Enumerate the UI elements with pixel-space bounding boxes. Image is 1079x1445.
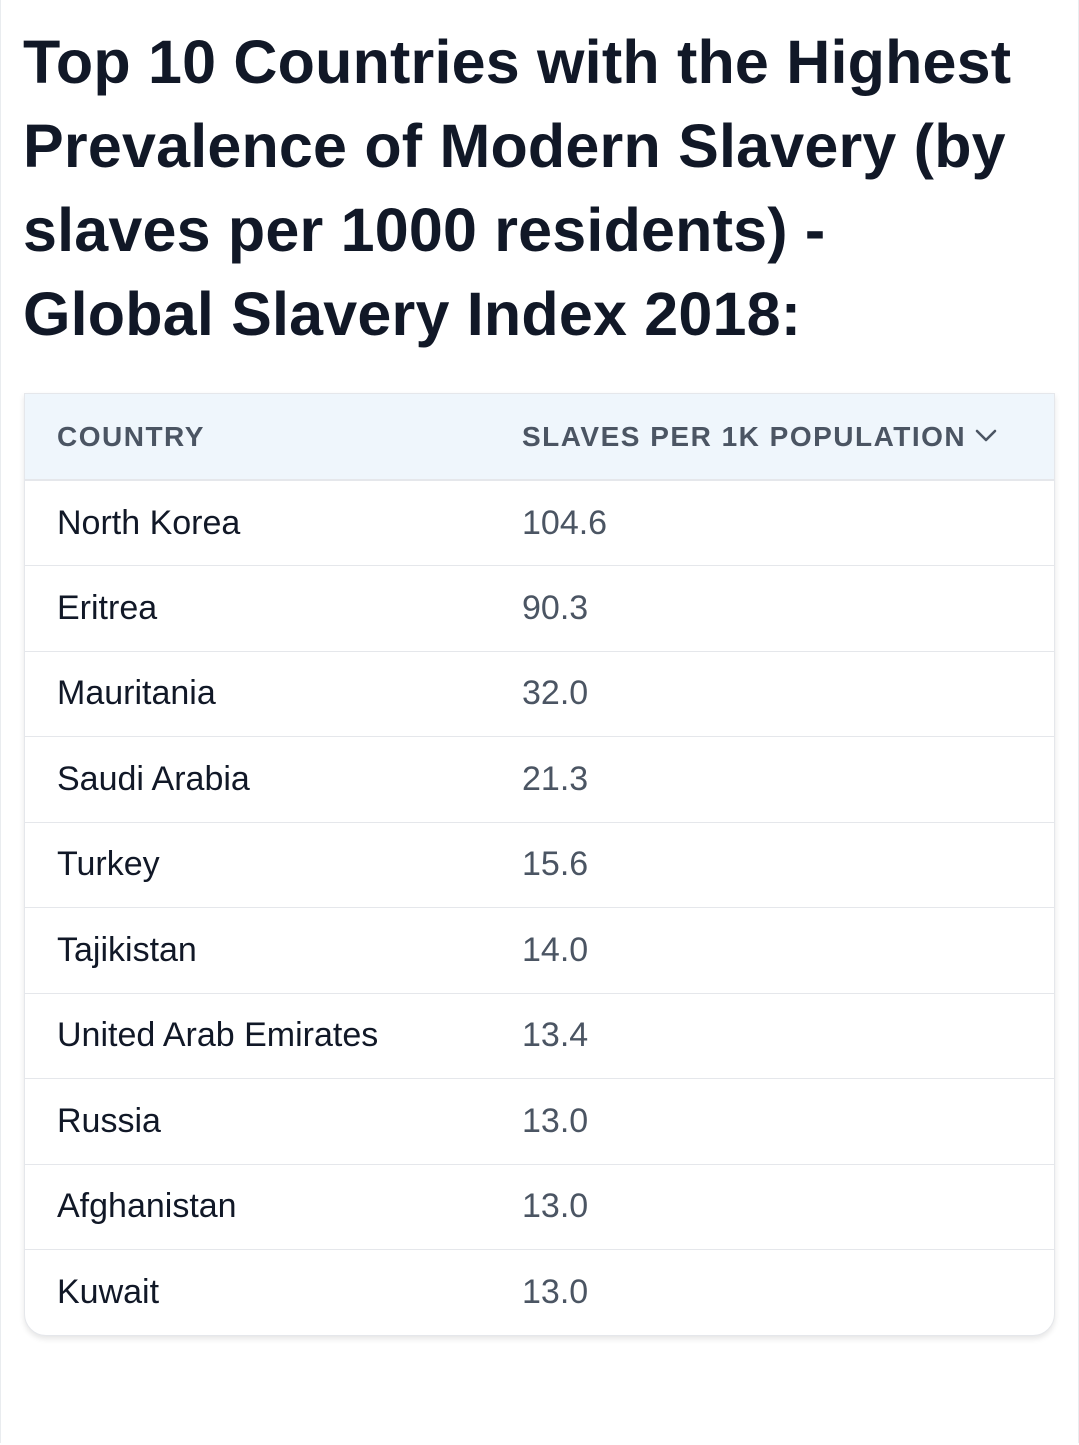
cell-slaves-per-1k: 21.3	[490, 736, 1054, 822]
cell-slaves-per-1k: 32.0	[490, 650, 1054, 737]
cell-slaves-per-1k: 13.4	[490, 992, 1054, 1079]
cell-slaves-per-1k: 104.6	[522, 503, 608, 542]
column-header-slaves-per-1k-label: SLAVES PER 1K POPULATION	[522, 420, 967, 452]
table-header-row: COUNTRY SLAVES PER 1K POPULATION	[25, 394, 1054, 481]
table-body: North Korea 104.6 Eritrea 90.3 Mauritania 32.…	[25, 480, 1054, 1335]
cell-country: Afghanistan	[25, 1163, 490, 1250]
cell-country: Russia	[25, 1078, 490, 1164]
chevron-down-icon[interactable]	[974, 419, 998, 451]
column-header-slaves-per-1k[interactable]: SLAVES PER 1K POPULATION	[490, 394, 1054, 481]
data-table: COUNTRY SLAVES PER 1K POPULATION North K…	[25, 394, 1054, 1335]
cell-country: United Arab Emirates	[25, 992, 490, 1079]
table-row: Tajikistan 14.0	[25, 907, 1054, 993]
cell-country: Tajikistan	[25, 907, 490, 993]
table-row: Turkey 15.6	[25, 821, 1054, 908]
table-row: Mauritania 32.0	[25, 650, 1054, 737]
table-row: Russia 13.0	[25, 1078, 1054, 1164]
cell-country: Turkey	[25, 821, 490, 908]
cell-slaves-per-1k: 13.0	[490, 1163, 1054, 1250]
cell-slaves-per-1k: 13.0	[490, 1078, 1054, 1164]
table-row: Kuwait 13.0	[25, 1249, 1054, 1335]
cell-slaves-per-1k: 15.6	[490, 821, 1054, 908]
cell-country: Kuwait	[25, 1249, 490, 1335]
cell-country: North Korea	[57, 503, 241, 542]
table-row: United Arab Emirates 13.4	[25, 992, 1054, 1079]
cell-country: Saudi Arabia	[25, 736, 490, 822]
table-row: North Korea 104.6	[25, 480, 1054, 566]
cell-country: Eritrea	[25, 565, 490, 651]
table-row: Eritrea 90.3	[25, 565, 1054, 651]
column-header-country[interactable]: COUNTRY	[25, 394, 490, 481]
cell-country: Mauritania	[25, 650, 490, 737]
cell-slaves-per-1k: 13.0	[490, 1249, 1054, 1335]
table-row: Saudi Arabia 21.3	[25, 736, 1054, 822]
page-title: Top 10 Countries with the Highest Preval…	[23, 28, 1012, 348]
cell-slaves-per-1k: 14.0	[490, 907, 1054, 993]
cell-slaves-per-1k: 90.3	[490, 565, 1054, 651]
data-table-card: COUNTRY SLAVES PER 1K POPULATION North K…	[24, 393, 1055, 1336]
table-row: Afghanistan 13.0	[25, 1163, 1054, 1250]
